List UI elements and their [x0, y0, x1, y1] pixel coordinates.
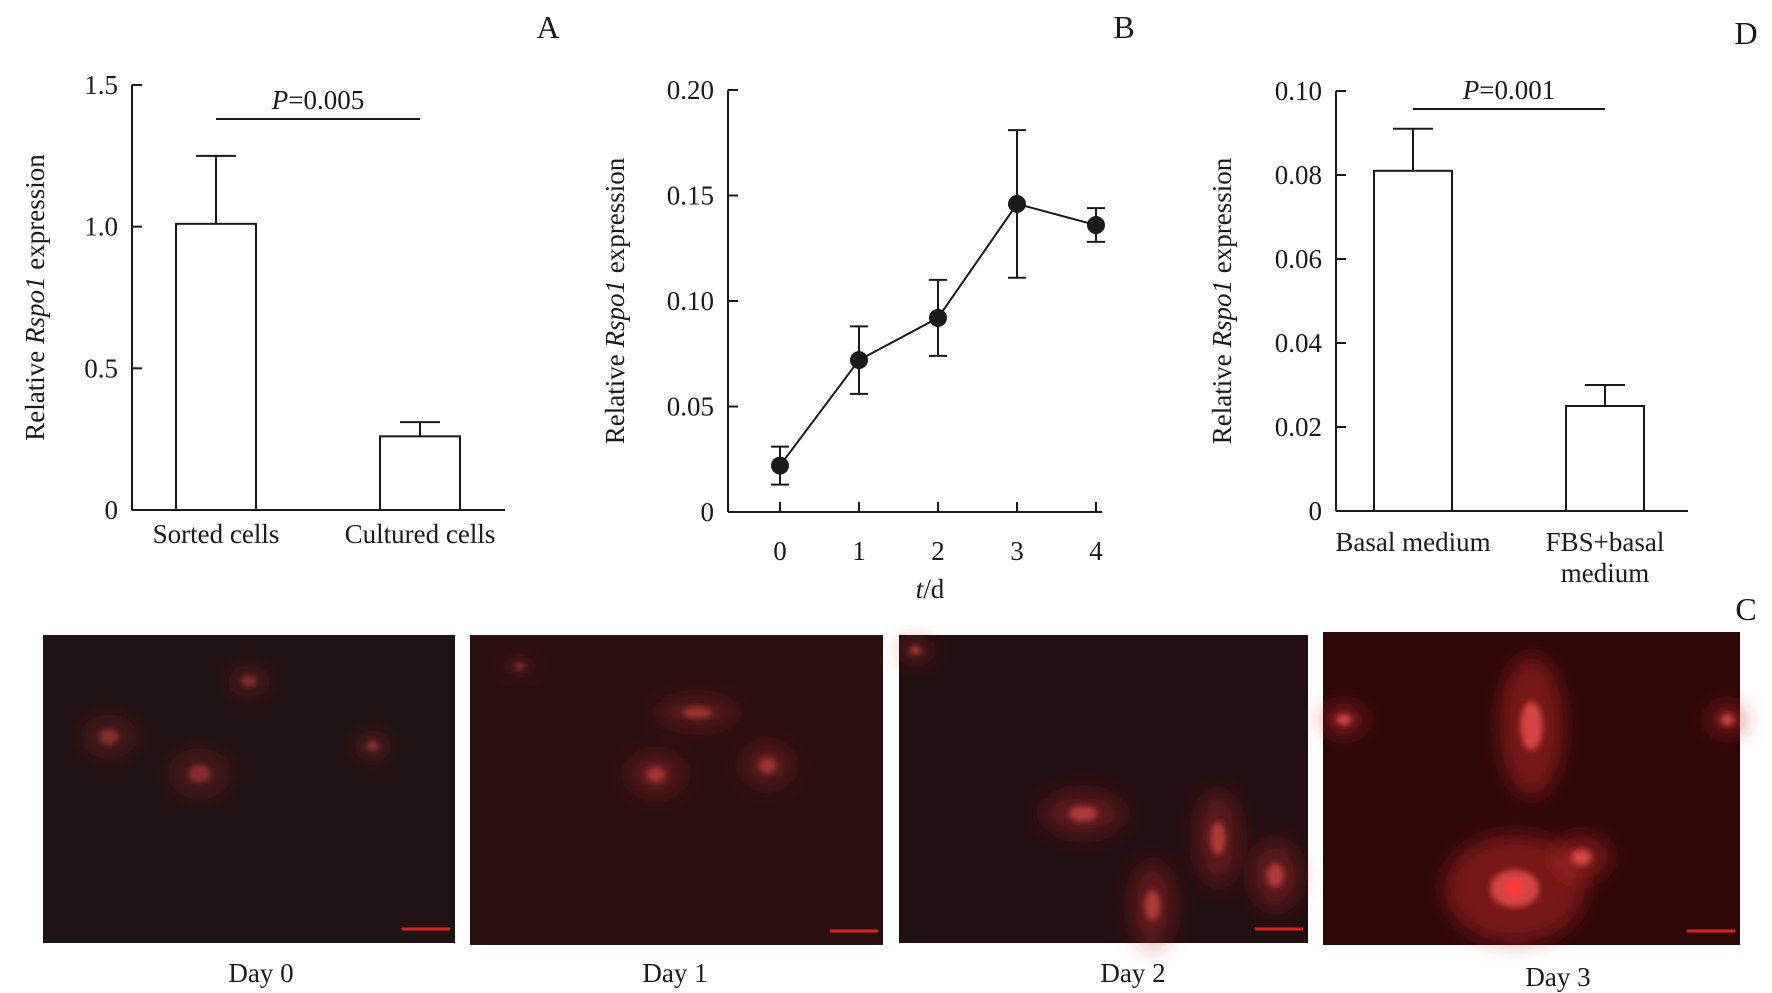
micrograph-caption: Day 1 — [642, 958, 707, 988]
x-tick-label: 3 — [1010, 536, 1024, 566]
panel-letter-b: B — [1113, 9, 1134, 45]
cell-body — [515, 662, 524, 670]
panel-letter-c: C — [1735, 591, 1756, 627]
category-label: FBS+basal — [1546, 527, 1665, 557]
panel-letter-a: A — [536, 9, 559, 45]
micrograph-background — [899, 635, 1308, 943]
cell-body — [1336, 714, 1352, 726]
micrograph-caption: Day 2 — [1100, 958, 1165, 988]
bar — [379, 435, 461, 512]
y-tick-label: 0.15 — [667, 181, 714, 211]
data-point — [929, 308, 947, 327]
y-axis-label-prefix: Relative — [600, 348, 630, 445]
cell-nucleus — [1505, 879, 1524, 898]
cell-body — [1571, 849, 1592, 866]
y-tick-label: 0.08 — [1275, 160, 1322, 190]
y-tick-label: 0.5 — [84, 353, 118, 383]
y-axis-label: Relative Rspo1 expression — [20, 154, 50, 441]
cell-body — [1266, 863, 1285, 888]
data-point — [1008, 194, 1026, 213]
x-axis-label: t/d — [916, 574, 945, 604]
chart-panel-b: 0 0.05 0.10 0.15 0.20 0 1 2 3 4 Relative Rspo1 exp… — [600, 75, 1105, 604]
y-axis-label-gene: Rspo1 — [600, 280, 630, 349]
x-axis-label-variable: t — [916, 574, 925, 604]
micrograph: Day 0 — [43, 635, 455, 988]
cell-body — [99, 728, 119, 745]
y-tick-label: 0 — [105, 495, 119, 525]
x-axis-label-unit: /d — [923, 574, 945, 604]
cell-body — [1520, 701, 1543, 751]
cell-body — [682, 707, 712, 718]
x-tick-label: 4 — [1089, 536, 1103, 566]
cell-body — [1210, 821, 1226, 855]
micrograph-row: Day 0 Day 1 Day 2 Day 3 — [43, 632, 1747, 992]
category-label: medium — [1561, 558, 1650, 588]
y-axis-label: Relative Rspo1 expression — [1207, 157, 1237, 444]
y-axis-label-prefix: Relative — [20, 344, 50, 441]
y-tick-label: 0.06 — [1275, 244, 1322, 274]
data-point — [771, 456, 789, 475]
cell-body — [1144, 890, 1161, 922]
y-tick-label: 0.02 — [1275, 412, 1322, 442]
cell-body — [188, 764, 211, 783]
micrograph: Day 2 — [899, 635, 1308, 988]
p-value-symbol: P — [1462, 75, 1480, 105]
chart-panel-d: 0 0.02 0.04 0.06 0.08 0.10 Basal medium FBS+bas… — [1207, 75, 1688, 588]
y-axis-label-suffix: expression — [600, 157, 630, 280]
y-axis-label-prefix: Relative — [1207, 348, 1237, 445]
y-tick-label: 0 — [701, 497, 715, 527]
micrograph: Day 3 — [1321, 632, 1747, 992]
category-label: Basal medium — [1335, 527, 1490, 557]
y-axis-label-gene: Rspo1 — [20, 277, 50, 346]
x-tick-label: 0 — [773, 536, 787, 566]
data-point — [850, 351, 868, 370]
y-axis-label-suffix: expression — [1207, 157, 1237, 280]
p-value-label: P=0.005 — [271, 85, 364, 115]
x-tick-label: 1 — [852, 536, 866, 566]
y-axis-label: Relative Rspo1 expression — [600, 157, 630, 444]
cell-body — [366, 740, 380, 752]
cell-body — [645, 766, 666, 783]
category-label: Sorted cells — [153, 519, 280, 549]
cell-body — [758, 757, 777, 773]
y-tick-label: 0.04 — [1275, 328, 1323, 358]
bar — [1565, 405, 1645, 512]
p-value-symbol: P — [271, 85, 289, 115]
category-label: Cultured cells — [345, 519, 496, 549]
x-tick-label: 2 — [931, 536, 945, 566]
y-tick-label: 1.5 — [84, 70, 118, 100]
panel-letter-d: D — [1734, 15, 1757, 51]
p-value-label: P=0.001 — [1462, 75, 1555, 105]
micrograph-caption: Day 3 — [1525, 962, 1590, 992]
y-tick-label: 0.10 — [1275, 76, 1322, 106]
y-tick-label: 0.05 — [667, 392, 714, 422]
y-tick-label: 1.0 — [84, 212, 118, 242]
p-value-number: =0.001 — [1479, 75, 1555, 105]
bar — [175, 222, 257, 511]
data-point — [1087, 216, 1105, 235]
micrograph-caption: Day 0 — [228, 958, 293, 988]
bar — [1373, 169, 1453, 513]
y-tick-label: 0.10 — [667, 286, 714, 316]
chart-panel-a: 0 0.5 1.0 1.5 Sorted cells Cultured cells Rela… — [20, 70, 505, 549]
cell-body — [909, 646, 921, 655]
y-tick-label: 0.20 — [667, 75, 714, 105]
micrograph: Day 1 — [470, 635, 883, 988]
cell-body — [1720, 714, 1735, 726]
y-tick-label: 0 — [1309, 496, 1323, 526]
cell-body — [1068, 805, 1098, 822]
cell-body — [241, 675, 257, 687]
y-axis-label-gene: Rspo1 — [1207, 280, 1237, 349]
y-axis-label-suffix: expression — [20, 154, 50, 277]
p-value-number: =0.005 — [288, 85, 364, 115]
